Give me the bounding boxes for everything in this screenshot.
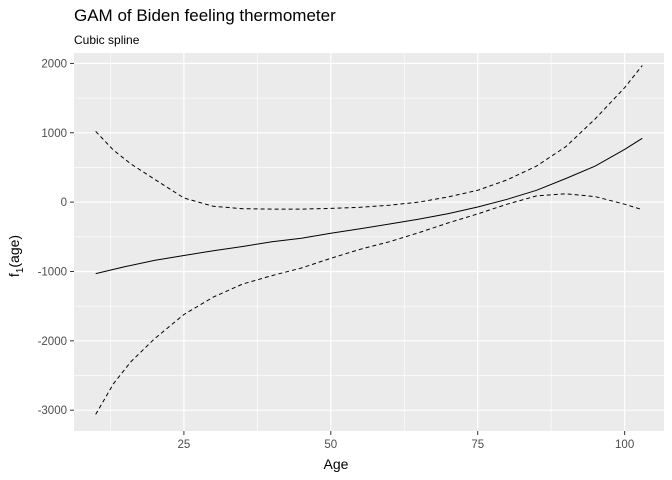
chart-title: GAM of Biden feeling thermometer [74, 6, 336, 25]
confidence-band-line-1 [95, 65, 643, 210]
x-tick-label: 25 [177, 439, 190, 451]
y-tick-label: 0 [61, 197, 67, 209]
y-axis-label-arg: (age) [6, 234, 23, 268]
y-axis-label-main: f [6, 273, 23, 278]
fitted-spline-line [95, 137, 643, 275]
confidence-band-line-2 [95, 193, 643, 415]
y-tick-label: -1000 [38, 266, 67, 278]
y-axis-label-subscript: 1 [14, 267, 26, 274]
chart-subtitle: Cubic spline [74, 33, 140, 47]
y-tick-label: -3000 [38, 405, 67, 417]
y-tick-label: 1000 [41, 128, 67, 140]
x-axis-label: Age [323, 456, 349, 472]
y-tick-label: -2000 [38, 336, 67, 348]
plot-panel [74, 53, 664, 431]
x-tick-label: 100 [615, 439, 634, 451]
y-tick-label: 2000 [41, 58, 67, 70]
x-tick-label: 50 [324, 439, 337, 451]
x-tick-label: 75 [471, 439, 484, 451]
y-axis-label: f1(age) [6, 235, 26, 277]
